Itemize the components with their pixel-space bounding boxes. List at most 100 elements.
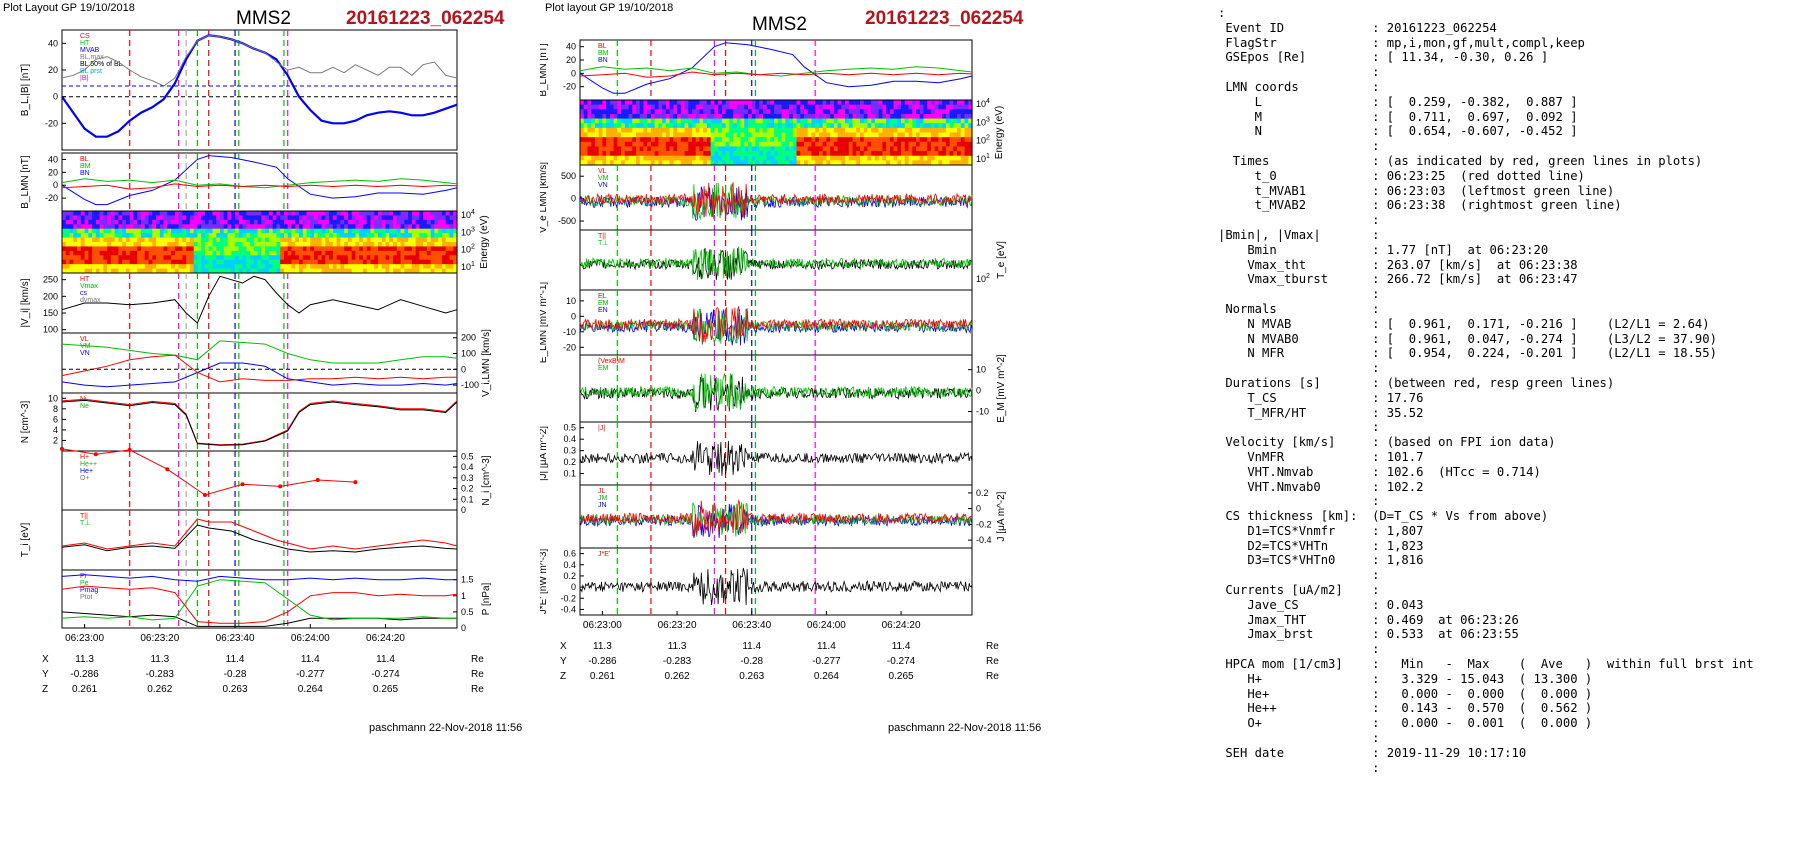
spectrogram-cell xyxy=(587,146,592,152)
spectrogram-cell xyxy=(321,211,326,217)
spectrogram-cell xyxy=(848,146,854,152)
spectrogram-cell xyxy=(871,137,876,143)
spectrogram-cell xyxy=(830,160,835,166)
spectrogram-cell xyxy=(73,237,78,243)
spectrogram-cell xyxy=(122,246,127,252)
spectrogram-cell xyxy=(404,246,409,252)
spectrogram-cell xyxy=(628,113,633,120)
spectrogram-cell xyxy=(167,264,172,270)
spectrogram-cell xyxy=(792,132,798,138)
spectrogram-cell xyxy=(841,127,846,134)
spectrogram-cell xyxy=(960,132,966,138)
spectrogram-cell xyxy=(171,255,176,261)
pos-row-label: Y xyxy=(560,656,567,667)
spectrogram-cell xyxy=(174,215,180,221)
spectrogram-cell xyxy=(863,155,869,161)
pos-unit: Re xyxy=(471,654,484,665)
spectrogram-cell xyxy=(692,141,697,148)
spectrogram-cell xyxy=(632,132,637,138)
spectrogram-cell xyxy=(639,151,645,157)
spectrogram-cell xyxy=(329,264,334,270)
spectrogram-cell xyxy=(411,268,417,274)
spectrogram-cell xyxy=(295,255,300,261)
spectrogram-cell xyxy=(654,146,659,152)
spectrogram-cell xyxy=(650,113,656,120)
spectrogram-cell xyxy=(137,259,142,265)
spectrogram-cell xyxy=(930,141,936,148)
spectrogram-cell xyxy=(178,246,183,252)
spectrogram-cell xyxy=(65,250,71,256)
spectrogram-cell xyxy=(871,132,876,138)
spectrogram-cell xyxy=(235,264,240,270)
spectrogram-cell xyxy=(650,146,656,152)
spectrogram-cell xyxy=(299,237,304,243)
spectrogram-cell xyxy=(759,141,764,148)
spectrogram-cell xyxy=(62,250,67,256)
data-point xyxy=(353,480,358,485)
info-line: t_MVAB2 : 06:23:38 (rightmost green line… xyxy=(1218,198,1622,213)
spectrogram-cell xyxy=(118,215,123,221)
spectrogram-cell xyxy=(893,141,898,148)
spectrogram-cell xyxy=(673,151,678,157)
spectrogram-cell xyxy=(441,242,447,248)
axis-label: B_LMN [nT] xyxy=(20,155,31,209)
spectrogram-cell xyxy=(415,259,420,265)
spectrogram-cell xyxy=(815,137,820,143)
spectrogram-cell xyxy=(235,211,240,217)
spectrogram-cell xyxy=(295,233,300,239)
spectrogram-cell xyxy=(276,211,281,217)
spectrogram-cell xyxy=(366,246,372,252)
spectrogram-cell xyxy=(826,127,831,134)
spectrogram-cell xyxy=(110,264,116,270)
spectrogram-cell xyxy=(302,255,308,261)
spectrogram-cell xyxy=(336,250,341,256)
spectrogram-cell xyxy=(321,237,326,243)
spectrogram-cell xyxy=(299,268,304,274)
spectrogram-cell xyxy=(815,160,820,166)
spectrogram-cell xyxy=(833,146,839,152)
spectrogram-cell xyxy=(606,160,611,166)
spectrogram-cell xyxy=(325,211,330,217)
spectrogram-cell xyxy=(434,219,439,225)
spectrogram-cell xyxy=(792,146,798,152)
spectrogram-cell xyxy=(411,246,417,252)
spectrogram-cell xyxy=(594,132,600,138)
series-line xyxy=(61,155,458,206)
spectrogram-cell xyxy=(95,211,101,217)
spectrogram-cell xyxy=(654,141,659,148)
spectrogram-cell xyxy=(617,160,622,166)
spectrogram-cell xyxy=(355,255,360,261)
spectrogram-cell xyxy=(904,104,910,110)
spectrogram-cell xyxy=(370,224,375,230)
spectrogram-cell xyxy=(167,237,172,243)
spectrogram-cell xyxy=(860,151,865,157)
spectrogram-cell xyxy=(186,233,191,239)
spectrogram-cell xyxy=(148,259,153,265)
spectrogram-cell xyxy=(856,118,861,124)
spectrogram-cell xyxy=(658,118,663,124)
spectrogram-cell xyxy=(340,233,345,239)
spectrogram-cell xyxy=(242,264,247,270)
spectrogram-cell xyxy=(766,104,771,110)
spectrogram-cell xyxy=(355,246,360,252)
spectrogram-cell xyxy=(755,151,760,157)
spectrogram-cell xyxy=(953,113,958,120)
spectrogram-cell xyxy=(227,211,232,217)
spectrogram-cell xyxy=(163,211,168,217)
spectrogram-cell xyxy=(815,141,820,148)
spectrogram-cell xyxy=(841,109,846,115)
spectrogram-cell xyxy=(718,155,723,161)
axis-label: J [μA m^-2] xyxy=(996,491,1007,541)
info-line: O+ : 0.000 - 0.001 ( 0.000 ) xyxy=(1218,716,1593,731)
spectrogram-cell xyxy=(923,104,928,110)
spectrogram-cell xyxy=(125,211,131,217)
spectrogram-cell xyxy=(710,132,715,138)
spectrogram-cell xyxy=(770,127,775,134)
spectrogram-cell xyxy=(606,146,611,152)
spectrogram-cell xyxy=(317,250,323,256)
spectrogram-cell xyxy=(968,100,973,106)
spectrogram-cell xyxy=(216,250,221,256)
spectrogram-cell xyxy=(453,268,458,274)
spectrogram-cell xyxy=(639,113,645,120)
